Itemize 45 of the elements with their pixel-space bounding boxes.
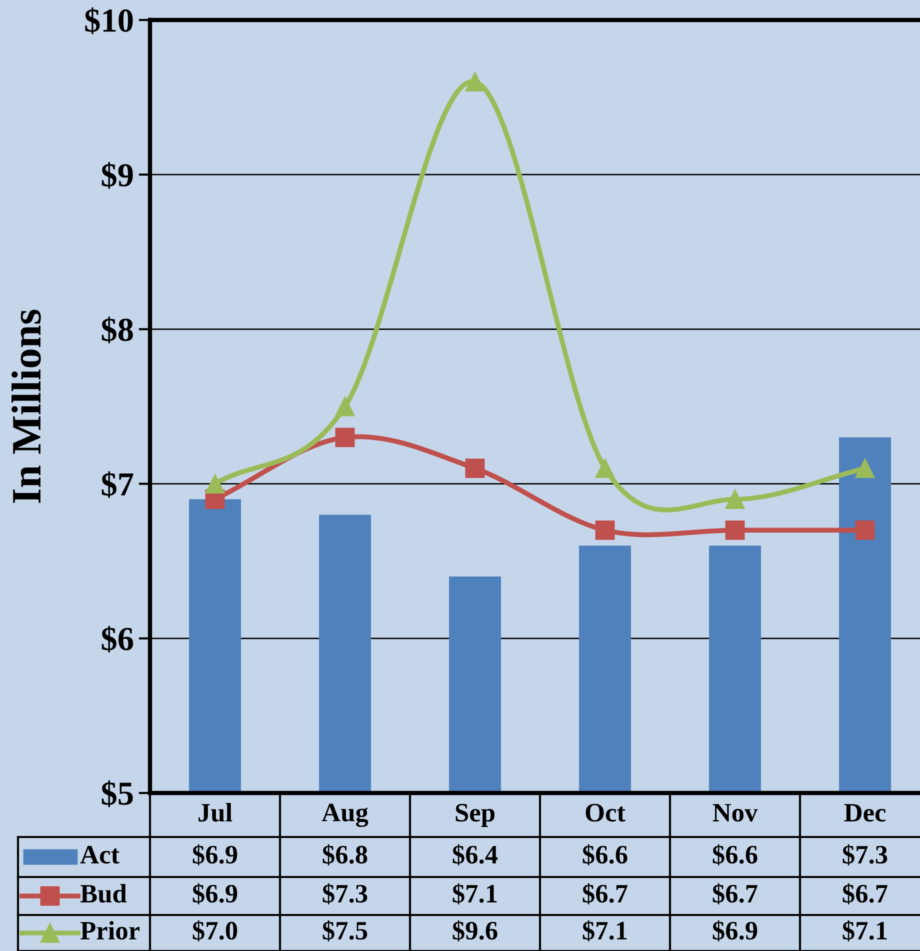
legend-label: Bud	[80, 884, 127, 903]
x-tick-label: Aug	[322, 804, 368, 827]
point	[725, 490, 745, 509]
y-tick-label: $10	[85, 7, 133, 34]
data-label: $6.6	[582, 844, 628, 866]
data-label: $6.9	[712, 920, 758, 942]
data-label: $7.5	[322, 920, 368, 942]
data-label: $6.9	[192, 883, 238, 904]
point	[205, 474, 225, 494]
y-tick-label: $7	[102, 471, 134, 498]
point	[595, 520, 615, 540]
data-label: $7.1	[582, 920, 627, 942]
data-label: $6.7	[582, 883, 628, 904]
data-label: $9.6	[452, 920, 498, 942]
y-tick-label: $9	[102, 162, 133, 189]
legend-label: Act	[80, 846, 120, 864]
legend-label: Prior	[80, 921, 140, 940]
data-label: $6.6	[712, 844, 758, 866]
data-label: $7.3	[322, 883, 368, 904]
point	[725, 520, 745, 540]
point	[335, 428, 355, 448]
x-tick-label: Dec	[844, 804, 886, 822]
point	[335, 396, 355, 416]
data-label: $6.7	[842, 883, 888, 904]
data-label: $7.1	[842, 920, 887, 942]
point	[465, 72, 485, 92]
y-tick-label: $8	[102, 316, 133, 344]
y-tick-label: $5	[102, 780, 133, 808]
x-tick-label: Sep	[456, 804, 494, 827]
data-label: $6.4	[452, 844, 498, 866]
x-tick-label: Jul	[198, 803, 232, 822]
point	[855, 520, 875, 540]
y-tick-label: $6	[102, 626, 134, 653]
point	[465, 458, 485, 478]
data-label: $6.8	[322, 844, 368, 866]
x-tick-label: Nov	[712, 804, 758, 822]
point	[855, 458, 875, 478]
data-label: $7.0	[192, 920, 238, 942]
data-label: $6.7	[712, 883, 758, 904]
data-label: $6.9	[192, 844, 238, 866]
x-tick-label: Oct	[586, 804, 626, 822]
y-axis-title: In Millions	[12, 310, 41, 503]
data-label: $7.1	[452, 883, 497, 904]
data-label: $7.3	[842, 844, 888, 866]
point	[595, 458, 615, 478]
